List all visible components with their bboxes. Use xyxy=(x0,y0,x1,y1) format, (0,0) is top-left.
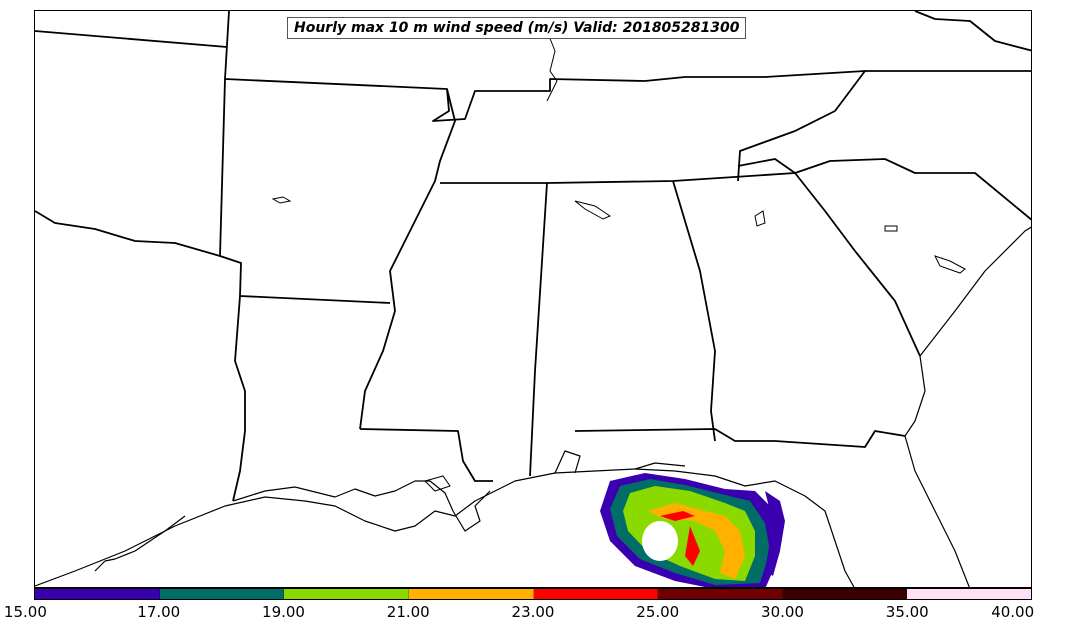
colorbar-segment xyxy=(35,589,160,599)
colorbar-segment xyxy=(533,589,659,599)
colorbar-segment xyxy=(658,589,783,599)
wind-contour-23 xyxy=(660,511,700,566)
wind-field xyxy=(600,473,785,587)
colorbar-segment xyxy=(408,589,534,599)
coastline xyxy=(35,226,1031,587)
wind-contour-21 xyxy=(647,503,745,579)
colorbar-tick-label: 35.00 xyxy=(885,603,929,621)
colorbar-segment xyxy=(284,589,409,599)
colorbar-tick-label: 30.00 xyxy=(761,603,804,621)
colorbar-tick-label: 19.00 xyxy=(262,603,305,621)
colorbar-tick-label: 25.00 xyxy=(636,603,680,621)
colorbar xyxy=(34,588,1032,600)
colorbar-tick-label: 23.00 xyxy=(511,603,555,621)
colorbar-tick-label: 40.00 xyxy=(991,603,1035,621)
colorbar-segment xyxy=(907,589,1031,599)
colorbar-tick-label: 15.00 xyxy=(3,603,47,621)
colorbar-tick-label: 17.00 xyxy=(137,603,181,621)
map-panel: Hourly max 10 m wind speed (m/s) Valid: … xyxy=(34,10,1032,588)
lakes xyxy=(271,25,966,492)
colorbar-segment xyxy=(159,589,285,599)
map-canvas xyxy=(35,11,1031,587)
state-boundaries xyxy=(35,11,1031,502)
storm-eye xyxy=(642,521,678,561)
map-title: Hourly max 10 m wind speed (m/s) Valid: … xyxy=(287,17,747,39)
colorbar-tick-label: 21.00 xyxy=(386,603,430,621)
wind-contour-15-outer xyxy=(765,491,785,576)
colorbar-segment xyxy=(782,589,908,599)
